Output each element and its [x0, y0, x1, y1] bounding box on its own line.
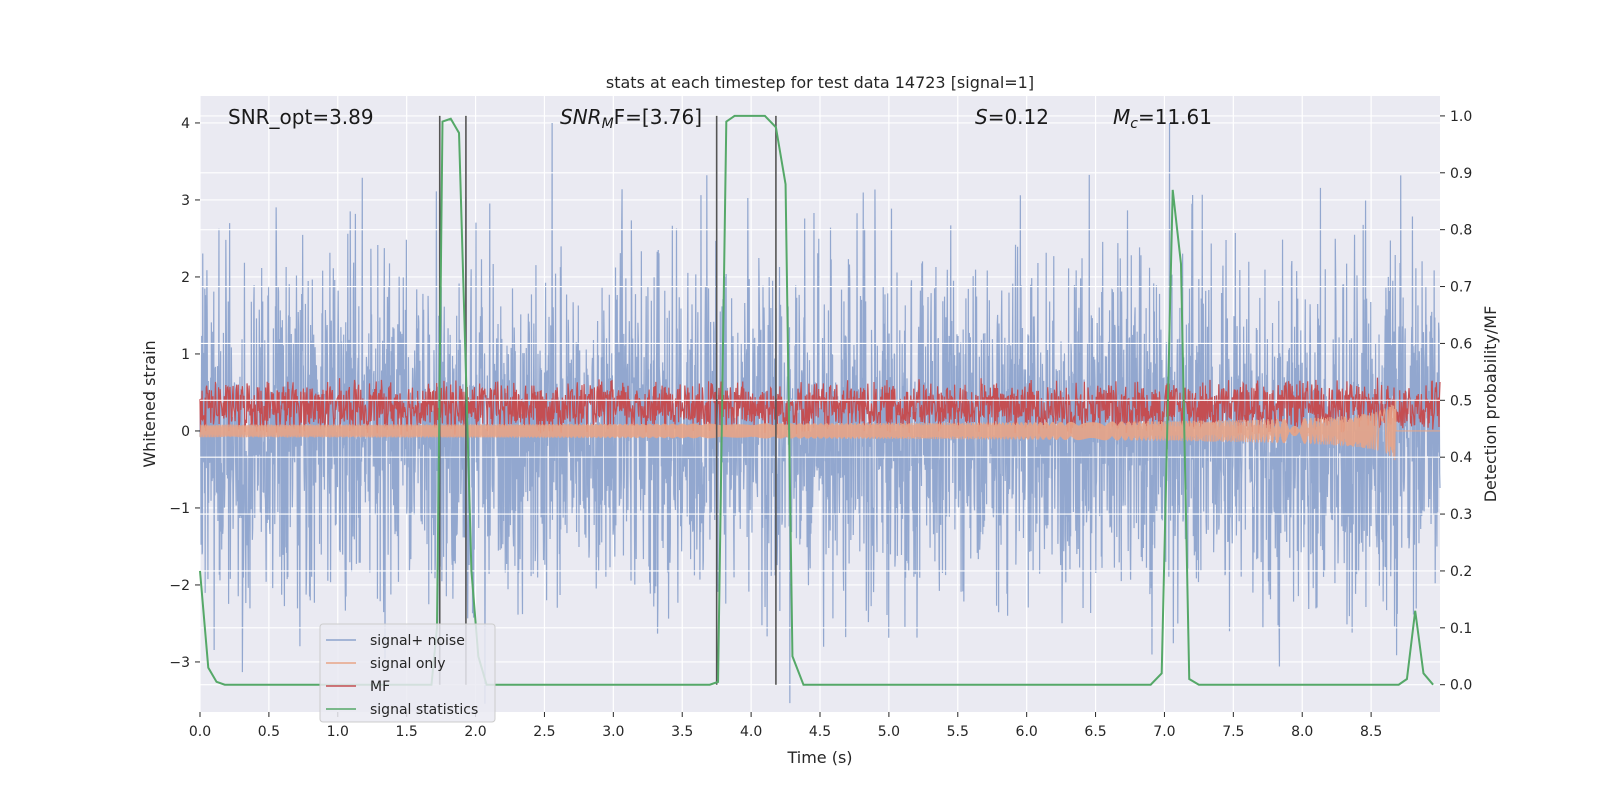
x-tick-label: 8.0 — [1291, 724, 1313, 740]
y2-tick-label: 0.9 — [1450, 166, 1472, 182]
x-tick-label: 4.0 — [740, 724, 762, 740]
x-tick-label: 4.5 — [809, 724, 831, 740]
legend-label-signal-only: signal only — [370, 656, 445, 672]
x-tick-label: 8.5 — [1360, 724, 1382, 740]
s-val: =0.12 — [988, 105, 1049, 129]
snr-mf-prefix: SNR — [560, 105, 602, 129]
y-tick-label: −2 — [169, 578, 190, 594]
chart-title: stats at each timestep for test data 147… — [606, 73, 1034, 92]
snr-mf-suffix: F=[3.76] — [614, 105, 702, 129]
y-tick-label: −1 — [169, 501, 190, 517]
mc-sub: c — [1130, 116, 1138, 132]
x-tick-label: 2.5 — [533, 724, 555, 740]
y-tick-label: 3 — [181, 193, 190, 209]
s-var: S — [975, 105, 988, 129]
x-tick-label: 5.0 — [878, 724, 900, 740]
y-tick-label: 2 — [181, 270, 190, 286]
mc-var: M — [1113, 105, 1130, 129]
mc-val: =11.61 — [1138, 105, 1212, 129]
y2-tick-label: 0.7 — [1450, 280, 1472, 296]
y-tick-label: −3 — [169, 655, 190, 671]
x-tick-label: 5.5 — [947, 724, 969, 740]
y2-tick-label: 0.0 — [1450, 678, 1472, 694]
y2-axis-label: Detection probability/MF — [1481, 306, 1500, 503]
y2-tick-label: 0.5 — [1450, 393, 1472, 409]
y-tick-label: 1 — [181, 347, 190, 363]
annotation-mc: Mc=11.61 — [1113, 105, 1212, 132]
y2-grid — [200, 115, 1440, 686]
y-axis-ticks: −3 −2 −1 0 1 2 3 4 — [169, 116, 200, 671]
annotation-snr-opt: SNR_opt=3.89 — [228, 105, 374, 129]
x-tick-label: 2.0 — [464, 724, 486, 740]
y2-axis-ticks: 0.0 0.1 0.2 0.3 0.4 0.5 0.6 0.7 0.8 0.9 1.0 — [1440, 109, 1472, 694]
y-axis-label: Whitened strain — [140, 340, 159, 467]
x-tick-label: 1.0 — [327, 724, 349, 740]
y2-tick-label: 0.4 — [1450, 450, 1472, 466]
legend-box — [319, 623, 496, 723]
y2-tick-label: 0.6 — [1450, 336, 1472, 352]
x-tick-label: 0.5 — [258, 724, 280, 740]
x-tick-label: 3.0 — [602, 724, 624, 740]
y2-tick-label: 0.2 — [1450, 564, 1472, 580]
x-tick-label: 7.0 — [1153, 724, 1175, 740]
x-axis-label: Time (s) — [786, 748, 852, 767]
signal-only-line — [199, 399, 1440, 461]
x-tick-label: 1.5 — [396, 724, 418, 740]
y2-tick-label: 0.8 — [1450, 223, 1472, 239]
y-tick-label: 4 — [181, 116, 190, 132]
annotation-s: S=0.12 — [975, 105, 1049, 129]
x-tick-label: 3.5 — [671, 724, 693, 740]
x-axis-ticks: 0.0 0.5 1.0 1.5 2.0 2.5 3.0 3.5 4.0 4.5 5.0 5.5 6.0 6… — [189, 712, 1382, 740]
x-tick-label: 7.5 — [1222, 724, 1244, 740]
legend: signal+ noise signal only MF signal stat… — [319, 623, 496, 723]
x-tick-label: 6.5 — [1084, 724, 1106, 740]
y2-tick-label: 1.0 — [1450, 109, 1472, 125]
x-tick-label: 6.0 — [1016, 724, 1038, 740]
x-tick-label: 0.0 — [189, 724, 211, 740]
signal-only-series — [199, 399, 1440, 461]
snr-mf-sub: M — [602, 116, 614, 132]
y-tick-label: 0 — [181, 424, 190, 440]
annotation-snr-mf: SNRMF=[3.76] — [560, 105, 702, 132]
legend-label-signal-noise: signal+ noise — [370, 633, 465, 649]
y2-tick-label: 0.3 — [1450, 507, 1472, 523]
y2-tick-label: 0.1 — [1450, 621, 1472, 637]
legend-label-signal-statistics: signal statistics — [370, 702, 478, 718]
legend-label-mf: MF — [370, 679, 390, 695]
